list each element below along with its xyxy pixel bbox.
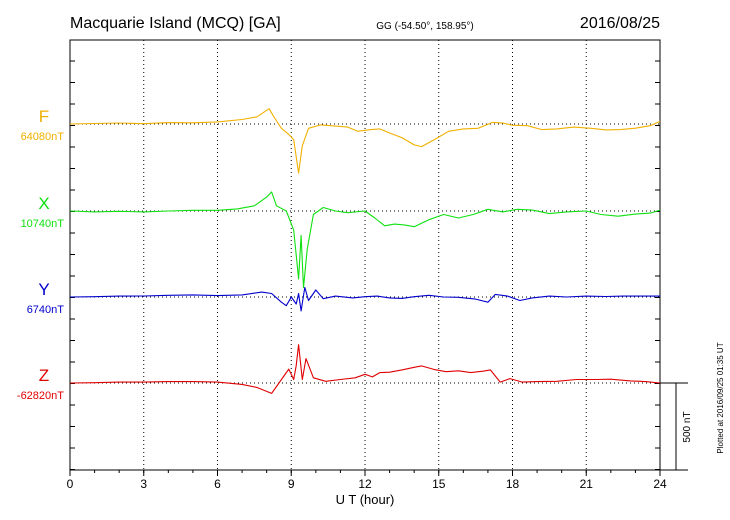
series-line-x: [69, 191, 661, 289]
plotted-timestamp: Plotted at 2016/09/25 01:35 UT: [716, 342, 725, 453]
data-series: [69, 108, 661, 394]
series-baseline-z: -62820nT: [17, 390, 64, 402]
series-labels: F 64080nT X 10740nT Y 6740nT Z -62820nT: [17, 107, 64, 402]
series-line-y: [69, 286, 660, 312]
series-name-f: F: [39, 107, 49, 126]
series-baseline-f: 64080nT: [21, 131, 65, 143]
series-line-f: [69, 108, 661, 174]
x-tick-label: 18: [506, 477, 520, 491]
series-name-x: X: [38, 194, 49, 213]
x-tick-label: 21: [580, 477, 594, 491]
series-name-z: Z: [39, 366, 49, 385]
plot-date: 2016/08/25: [580, 15, 660, 32]
axis-ticks: [69, 60, 661, 476]
series-name-y: Y: [38, 280, 49, 299]
x-tick-label: 24: [653, 477, 667, 491]
x-tick-label: 15: [432, 477, 446, 491]
grid-lines: [143, 40, 587, 470]
station-title: Macquarie Island (MCQ) [GA]: [70, 15, 281, 32]
series-line-z: [69, 344, 661, 394]
scale-bar: 500 nT: [660, 382, 693, 471]
x-tick-label: 3: [140, 477, 147, 491]
series-baseline-x: 10740nT: [21, 218, 65, 230]
geographic-coordinates: GG (-54.50°, 158.95°): [376, 21, 474, 32]
x-tick-label: 12: [358, 477, 372, 491]
x-axis-label: U T (hour): [336, 492, 395, 507]
x-tick-label: 0: [67, 477, 74, 491]
x-tick-label: 9: [288, 477, 295, 491]
scale-bar-label: 500 nT: [682, 411, 693, 442]
x-tick-labels: 0 3 6 9 12 15 18 21 24: [67, 477, 667, 491]
x-tick-label: 6: [214, 477, 221, 491]
series-baseline-y: 6740nT: [27, 304, 65, 316]
